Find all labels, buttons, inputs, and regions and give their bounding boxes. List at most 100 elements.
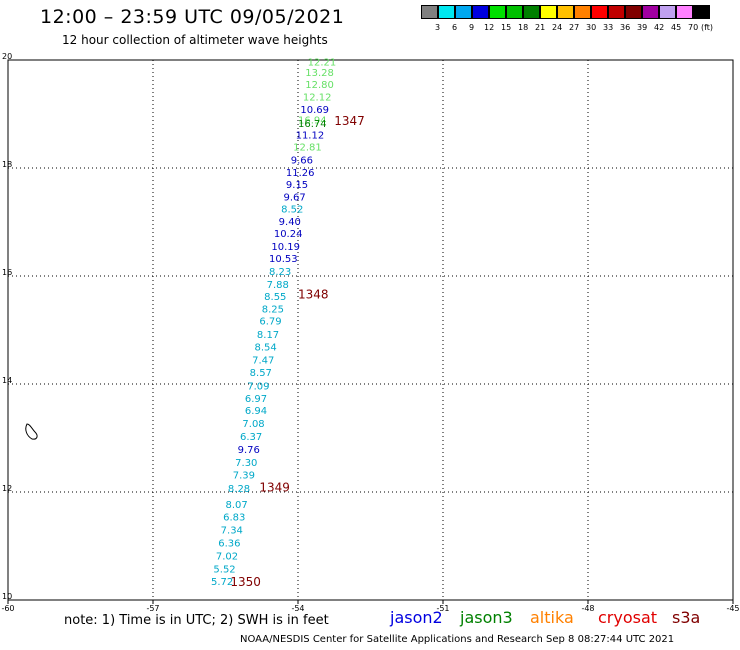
wave-height-value: 6.36 [218,539,240,550]
satellite-cryosat: cryosat [598,608,658,627]
scale-swatch [693,5,710,19]
scale-swatch [421,5,438,19]
wave-height-value: 6.79 [259,317,281,328]
orbit-number: 1348 [298,288,329,302]
scale-swatch [574,5,591,19]
wave-height-value: 16.74 [298,119,327,130]
wave-height-value: 8.52 [281,204,303,215]
page-title: 12:00 – 23:59 UTC 09/05/2021 [40,6,345,28]
longitude-label: -60 [1,604,14,613]
satellite-altika: altika [530,608,574,627]
scale-label: 18 [518,23,529,32]
wave-height-value: 11.12 [296,130,325,141]
scale-swatch [625,5,642,19]
orbit-number: 1350 [230,575,261,589]
wave-height-value: 8.17 [257,330,279,341]
wave-height-value: 7.47 [252,355,274,366]
wave-height-value: 7.34 [221,526,243,537]
scale-swatch [540,5,557,19]
satellite-s3a: s3a [672,608,701,627]
scale-label: 33 [603,23,614,32]
wave-height-value: 12.80 [305,80,334,91]
scale-swatch [659,5,676,19]
wave-height-value: 6.97 [245,394,267,405]
footer-note: note: 1) Time is in UTC; 2) SWH is in fe… [64,613,329,628]
wave-height-value: 8.55 [264,292,286,303]
scale-swatch [676,5,693,19]
scale-label: 27 [569,23,580,32]
scale-label: 39 [637,23,648,32]
latitude-label: 18 [2,160,12,169]
scale-swatch [591,5,608,19]
scale-swatch [438,5,455,19]
orbit-number: 1349 [259,480,290,494]
wave-height-value: 13.28 [305,68,334,79]
wave-height-value: 10.24 [274,229,303,240]
scale-label: 15 [501,23,512,32]
scale-swatch [523,5,540,19]
scale-swatch [557,5,574,19]
wave-height-value: 5.52 [213,564,235,575]
scale-label: 70 [688,23,699,32]
wave-height-value: 9.66 [291,156,313,167]
wave-height-value: 9.40 [279,217,301,228]
scale-label: 45 [671,23,682,32]
scale-swatch [489,5,506,19]
scale-label: 3 [435,23,441,32]
scale-swatch [608,5,625,19]
wave-height-value: 8.07 [226,500,248,511]
scale-label: 42 [654,23,665,32]
latitude-label: 12 [2,484,12,493]
scale-label: 21 [535,23,546,32]
latitude-label: 16 [2,268,12,277]
wave-height-value: 9.15 [286,180,308,191]
wave-height-value: 10.53 [269,254,298,265]
island-outline [25,423,38,440]
latitude-label: 14 [2,376,12,385]
map-frame [7,59,734,601]
longitude-label: -57 [146,604,159,613]
satellite-jason3: jason3 [460,608,513,627]
longitude-label: -45 [726,604,739,613]
wave-height-value: 9.67 [284,192,306,203]
wave-height-value: 8.23 [269,267,291,278]
wave-height-value: 12.12 [303,93,332,104]
wave-height-value: 11.26 [286,168,315,179]
satellite-jason2: jason2 [390,608,443,627]
wave-height-value: 12.81 [293,143,322,154]
wave-height-value: 8.57 [250,368,272,379]
latitude-label: 20 [2,52,12,61]
longitude-label: -54 [291,604,304,613]
wave-height-value: 6.83 [223,513,245,524]
wave-height-value: 7.30 [235,458,257,469]
scale-unit: (ft) [701,23,714,32]
wave-height-value: 7.09 [247,381,269,392]
scale-label: 9 [469,23,475,32]
wave-height-value: 7.08 [242,419,264,430]
scale-swatch [472,5,489,19]
scale-label: 30 [586,23,597,32]
wave-height-value: 8.25 [262,305,284,316]
wave-height-value: 12.21 [308,57,337,68]
credit-line: NOAA/NESDIS Center for Satellite Applica… [240,634,675,645]
wave-height-value: 7.88 [267,280,289,291]
wave-height-value: 7.02 [216,552,238,563]
longitude-label: -48 [581,604,594,613]
scale-swatch [455,5,472,19]
wave-height-value: 5.72 [211,577,233,588]
longitude-label: -51 [436,604,449,613]
wave-height-value: 9.76 [238,445,260,456]
wave-height-value: 16.94 [298,116,327,127]
orbit-number: 1347 [334,114,365,128]
wave-height-value: 8.54 [255,343,277,354]
wave-height-value: 6.94 [245,406,267,417]
page-subtitle: 12 hour collection of altimeter wave hei… [62,33,328,47]
latitude-label: 10 [2,592,12,601]
scale-label: 6 [452,23,458,32]
wave-height-value: 8.28 [228,484,250,495]
scale-label: 12 [484,23,495,32]
scale-label: 36 [620,23,631,32]
wave-height-value: 6.37 [240,432,262,443]
scale-swatch [642,5,659,19]
